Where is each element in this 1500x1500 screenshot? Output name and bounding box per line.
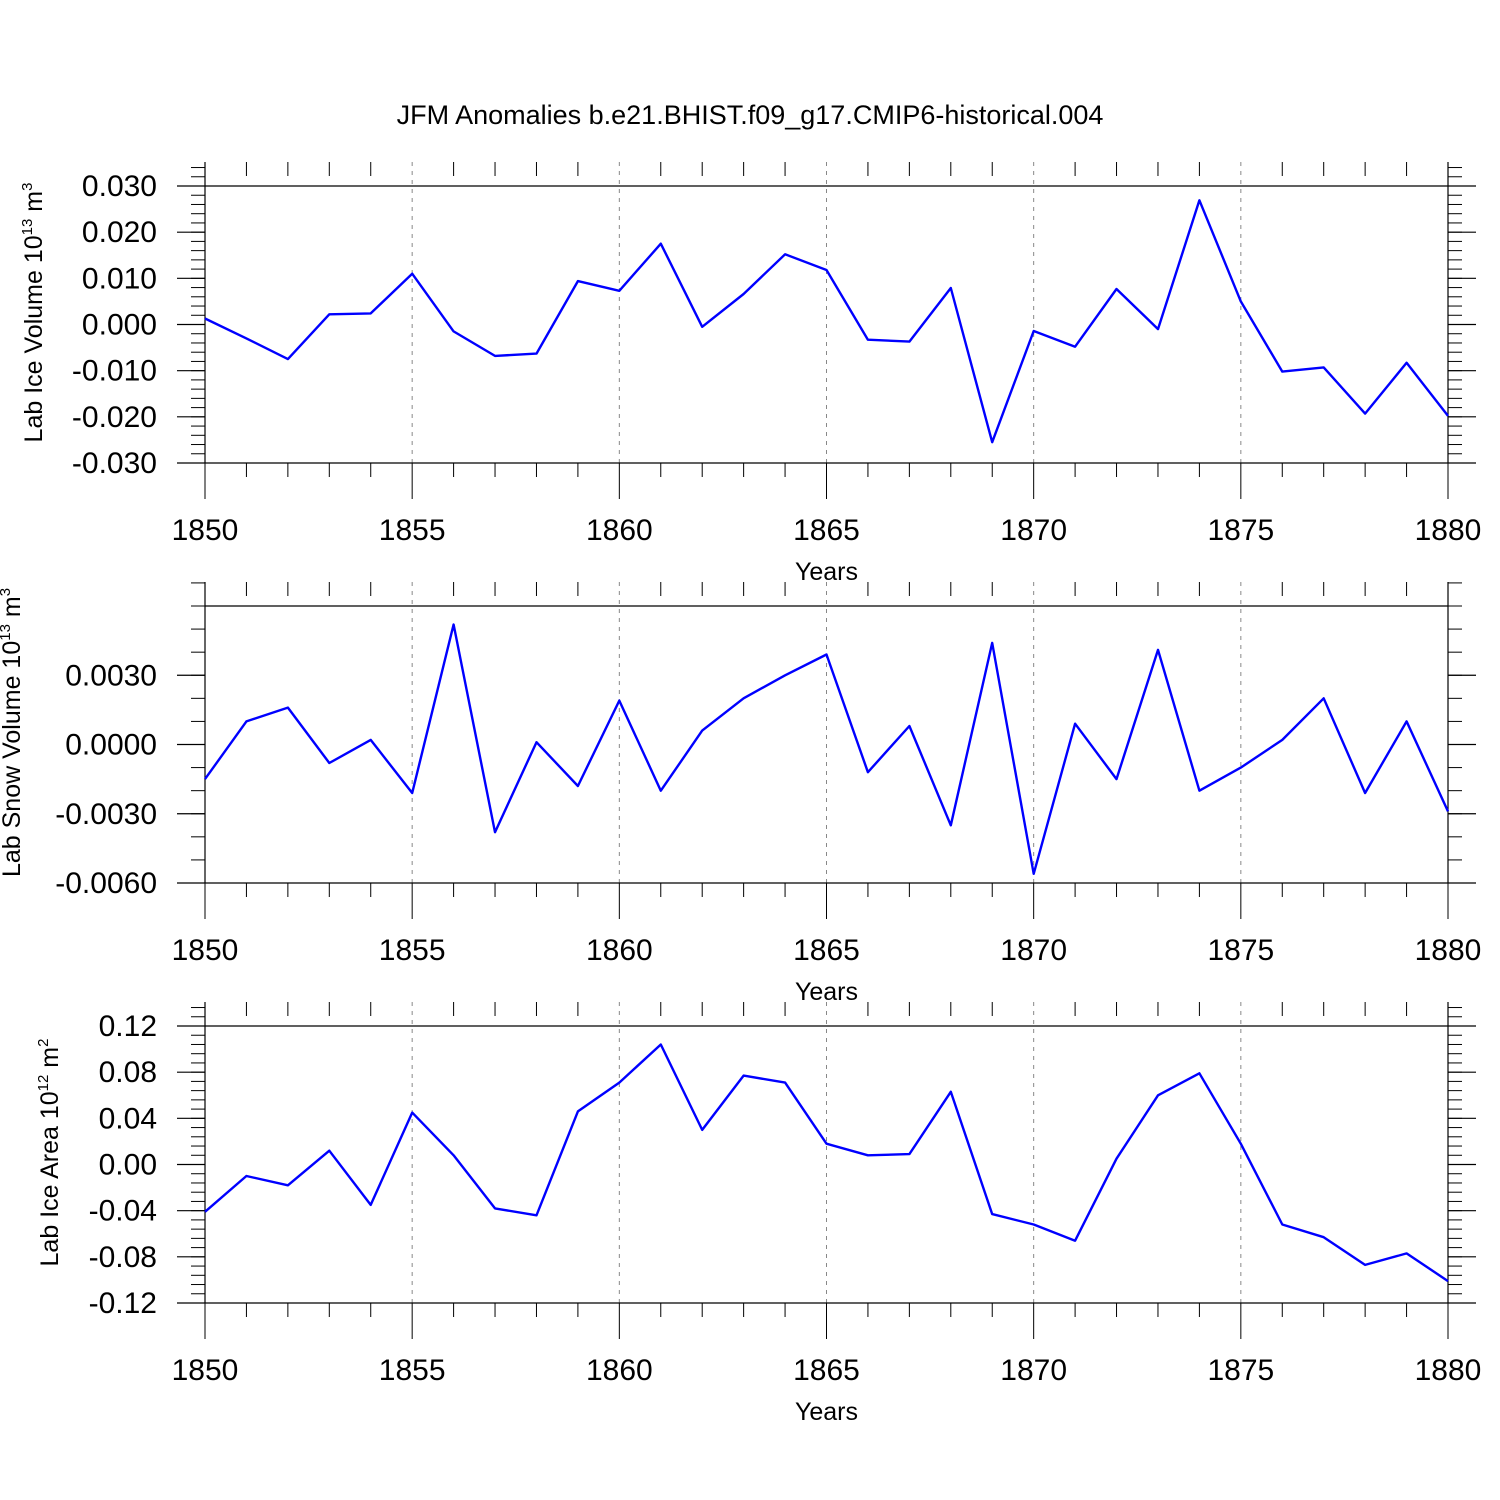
y-tick-label: 0.0000 xyxy=(65,729,157,762)
x-tick-label: 1860 xyxy=(586,934,653,967)
x-axis-label: Years xyxy=(795,558,858,586)
y-tick-label: 0.010 xyxy=(82,262,157,295)
y-axis-label: Lab Ice Volume 1013 m3 xyxy=(19,183,48,443)
y-tick-label: -0.010 xyxy=(72,355,157,388)
y-axis-label: Lab Ice Area 1012 m2 xyxy=(35,1039,64,1267)
x-axis-label: Years xyxy=(795,978,858,1006)
y-tick-label: -0.020 xyxy=(72,401,157,434)
y-axis-label-part: Lab Snow Volume 10 xyxy=(0,641,26,877)
x-tick-label: 1870 xyxy=(1000,1354,1067,1387)
y-tick-label: 0.030 xyxy=(82,170,157,203)
x-tick-label: 1880 xyxy=(1415,934,1482,967)
chart-panel-1: 0.030 0.020 0.010 0.000 -0.010 -0.020 -0.030 18… xyxy=(19,162,1481,586)
y-axis-label-part: m xyxy=(20,191,48,219)
y-axis-label-superscript: 2 xyxy=(35,1039,52,1047)
y-axis-label-superscript: 13 xyxy=(0,624,14,641)
series-line xyxy=(204,199,1449,444)
x-tick-label: 1865 xyxy=(793,514,860,547)
x-tick-label: 1875 xyxy=(1207,934,1274,967)
y-axis-label-part: m xyxy=(0,596,26,624)
x-tick-label: 1850 xyxy=(172,934,239,967)
x-axis-label: Years xyxy=(795,1398,858,1426)
y-tick-label: 0.12 xyxy=(99,1010,157,1043)
y-axis-label-part: Lab Ice Volume 10 xyxy=(20,235,48,442)
y-axis-label-superscript: 12 xyxy=(35,1075,52,1092)
y-tick-label: 0.020 xyxy=(82,216,157,249)
y-tick-label: 0.08 xyxy=(99,1056,157,1089)
chart-panel-3: 0.12 0.08 0.04 0.00 -0.04 -0.08 -0.12 1850 1855 1… xyxy=(35,1002,1481,1426)
x-tick-label: 1850 xyxy=(172,514,239,547)
y-tick-label: -0.030 xyxy=(72,447,157,480)
y-tick-label: -0.04 xyxy=(89,1195,157,1228)
series-line xyxy=(204,623,1450,875)
y-axis-label-superscript: 3 xyxy=(0,588,14,596)
x-tick-label: 1875 xyxy=(1207,1354,1274,1387)
x-tick-label: 1855 xyxy=(379,514,446,547)
y-tick-label: -0.0030 xyxy=(55,798,157,831)
y-axis-label-superscript: 3 xyxy=(19,183,36,191)
x-tick-label: 1870 xyxy=(1000,514,1067,547)
figure-title: JFM Anomalies b.e21.BHIST.f09_g17.CMIP6-… xyxy=(397,100,1104,130)
series-line xyxy=(204,1043,1449,1283)
y-axis-label-part: Lab Ice Area 10 xyxy=(36,1091,64,1266)
x-tick-label: 1865 xyxy=(793,1354,860,1387)
x-tick-label: 1855 xyxy=(379,1354,446,1387)
y-axis-label-part: m xyxy=(36,1047,64,1075)
x-tick-label: 1880 xyxy=(1415,1354,1482,1387)
x-tick-label: 1875 xyxy=(1207,514,1274,547)
x-tick-label: 1860 xyxy=(586,1354,653,1387)
x-tick-label: 1865 xyxy=(793,934,860,967)
panels: 0.030 0.020 0.010 0.000 -0.010 -0.020 -0.030 18… xyxy=(0,162,1481,1426)
chart-panel-2: 0.0030 0.0000 -0.0030 -0.0060 1850 1855 1860 18… xyxy=(0,582,1481,1006)
x-tick-label: 1855 xyxy=(379,934,446,967)
y-tick-label: -0.0060 xyxy=(55,867,157,900)
y-tick-label: 0.0030 xyxy=(65,659,157,692)
x-tick-label: 1880 xyxy=(1415,514,1482,547)
y-tick-label: 0.000 xyxy=(82,309,157,342)
y-axis-label-superscript: 13 xyxy=(19,219,36,236)
x-tick-label: 1850 xyxy=(172,1354,239,1387)
y-tick-label: -0.08 xyxy=(89,1241,157,1274)
y-tick-label: 0.04 xyxy=(99,1102,157,1135)
y-tick-label: 0.00 xyxy=(99,1149,157,1182)
x-tick-label: 1870 xyxy=(1000,934,1067,967)
y-tick-label: -0.12 xyxy=(89,1287,157,1320)
y-axis-label: Lab Snow Volume 1013 m3 xyxy=(0,588,26,877)
x-tick-label: 1860 xyxy=(586,514,653,547)
